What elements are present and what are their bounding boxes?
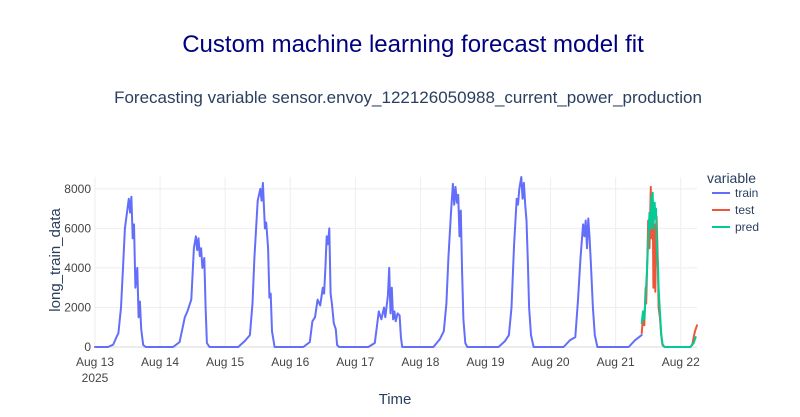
pred-swatch — [712, 226, 730, 228]
series-line-test[interactable] — [640, 185, 698, 348]
legend-item-pred[interactable]: pred — [712, 219, 759, 235]
x-tick-year-label: 2025 — [82, 371, 109, 385]
y-tick-label: 2000 — [64, 300, 91, 314]
x-axis-label: Time — [379, 391, 412, 408]
x-tick-label: Aug 21 — [597, 355, 635, 369]
x-tick-label: Aug 13 — [76, 355, 114, 369]
test-swatch — [712, 209, 730, 211]
legend-label: test — [735, 203, 755, 217]
series-lines — [94, 176, 698, 348]
y-tick-label: 0 — [84, 340, 91, 354]
x-tick-label: Aug 17 — [336, 355, 374, 369]
x-tick-label: Aug 18 — [401, 355, 439, 369]
chart-title: Custom machine learning forecast model f… — [182, 31, 644, 58]
x-tick-label: Aug 15 — [206, 355, 244, 369]
train-swatch — [712, 192, 730, 194]
x-tick-label: Aug 16 — [271, 355, 309, 369]
legend-label: pred — [735, 220, 760, 234]
x-tick-label: Aug 19 — [466, 355, 504, 369]
series-line-train[interactable] — [94, 176, 643, 348]
y-tick-label: 6000 — [64, 221, 91, 235]
axes: 0 2000 4000 6000 8000 Aug 13 2025 Aug 14 Aug 15 A… — [64, 182, 700, 385]
legend-title: variable — [707, 170, 757, 186]
x-tick-label: Aug 20 — [532, 355, 570, 369]
y-axis-label: long_train_data — [47, 208, 64, 312]
x-tick-label: Aug 22 — [662, 355, 700, 369]
chart-subtitle: Forecasting variable sensor.envoy_122126… — [114, 88, 702, 107]
series-line-pred[interactable] — [640, 191, 697, 348]
x-tick-label: Aug 14 — [141, 355, 179, 369]
grid-lines — [94, 177, 697, 348]
legend-item-train[interactable]: train — [712, 185, 758, 201]
legend-item-test[interactable]: test — [712, 202, 754, 218]
y-tick-label: 8000 — [64, 182, 91, 196]
legend-label: train — [735, 186, 759, 200]
y-tick-label: 4000 — [64, 261, 91, 275]
